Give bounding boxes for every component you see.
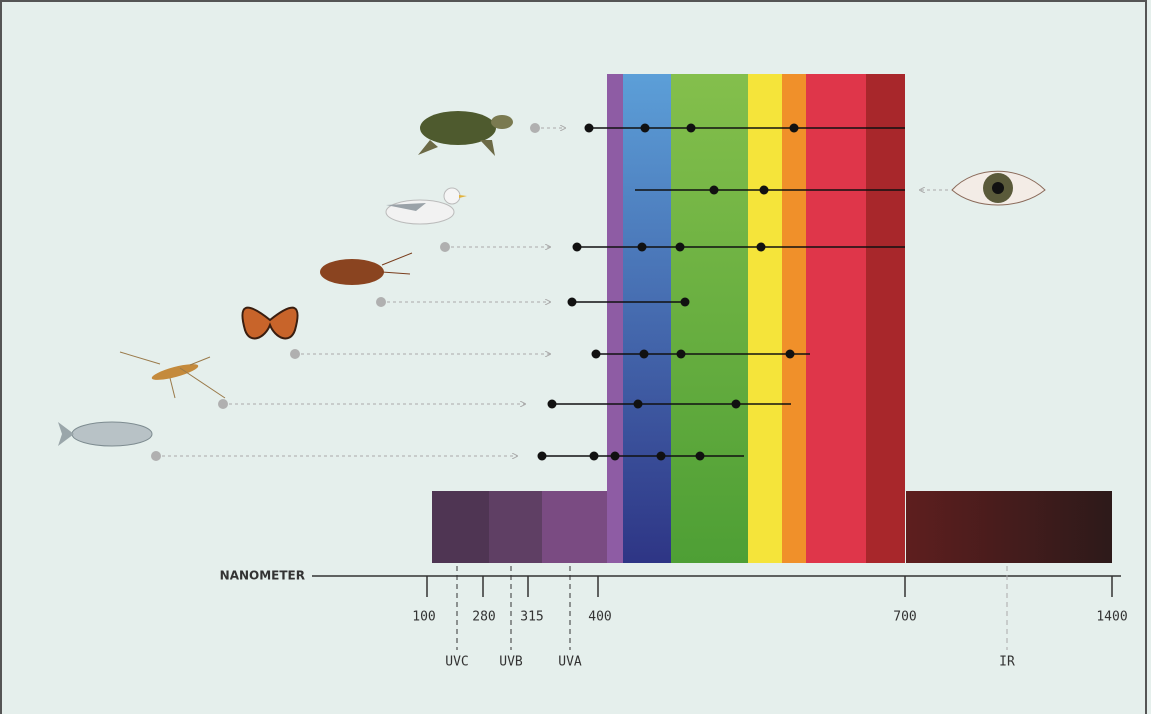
uva-band	[542, 491, 607, 563]
origin-dot	[440, 242, 450, 252]
diagram: NANOMETER 100 280 315 400 700 1400 UVC UVB UVA IR	[0, 0, 1151, 714]
peak-dot	[786, 350, 795, 359]
peak-dot	[676, 243, 685, 252]
band-label: UVB	[499, 655, 523, 670]
peak-dot	[696, 452, 705, 461]
band-label: IR	[999, 655, 1015, 670]
peak-dot	[638, 243, 647, 252]
peak-dot	[592, 350, 601, 359]
peak-dot	[634, 400, 643, 409]
band-label: UVA	[558, 655, 582, 670]
ir-band	[906, 491, 1112, 563]
uvb-band	[489, 491, 542, 563]
uvc-band	[432, 491, 489, 563]
peak-dot	[590, 452, 599, 461]
tick-label: 700	[893, 610, 916, 625]
background	[0, 0, 1151, 714]
orange-band	[782, 74, 806, 563]
green-band	[671, 74, 748, 563]
peak-dot	[681, 298, 690, 307]
peak-dot	[548, 400, 557, 409]
tick-label: 280	[472, 610, 495, 625]
page: NANOMETER 100 280 315 400 700 1400 UVC UVB UVA IR…	[0, 0, 1151, 714]
red-band	[806, 74, 866, 563]
band-label: UVC	[445, 655, 468, 670]
peak-dot	[640, 350, 649, 359]
peak-dot	[611, 452, 620, 461]
origin-dot	[151, 451, 161, 461]
tick-label: 400	[588, 610, 611, 625]
peak-dot	[568, 298, 577, 307]
peak-dot	[687, 124, 696, 133]
tick-label: 315	[520, 610, 543, 625]
violet-band	[607, 74, 623, 563]
peak-dot	[573, 243, 582, 252]
peak-dot	[585, 124, 594, 133]
peak-dot	[732, 400, 741, 409]
peak-dot	[710, 186, 719, 195]
peak-dot	[538, 452, 547, 461]
yellow-band	[748, 74, 782, 563]
peak-dot	[790, 124, 799, 133]
tick-label: 1400	[1096, 610, 1127, 625]
origin-dot	[376, 297, 386, 307]
axis-label: NANOMETER	[220, 569, 305, 583]
tick-label: 100	[412, 610, 435, 625]
origin-dot	[290, 349, 300, 359]
origin-dot	[530, 123, 540, 133]
origin-dot	[218, 399, 228, 409]
peak-dot	[641, 124, 650, 133]
peak-dot	[657, 452, 666, 461]
deep-red-band	[866, 74, 905, 563]
blue-band	[623, 74, 671, 563]
peak-dot	[677, 350, 686, 359]
peak-dot	[760, 186, 769, 195]
peak-dot	[757, 243, 766, 252]
